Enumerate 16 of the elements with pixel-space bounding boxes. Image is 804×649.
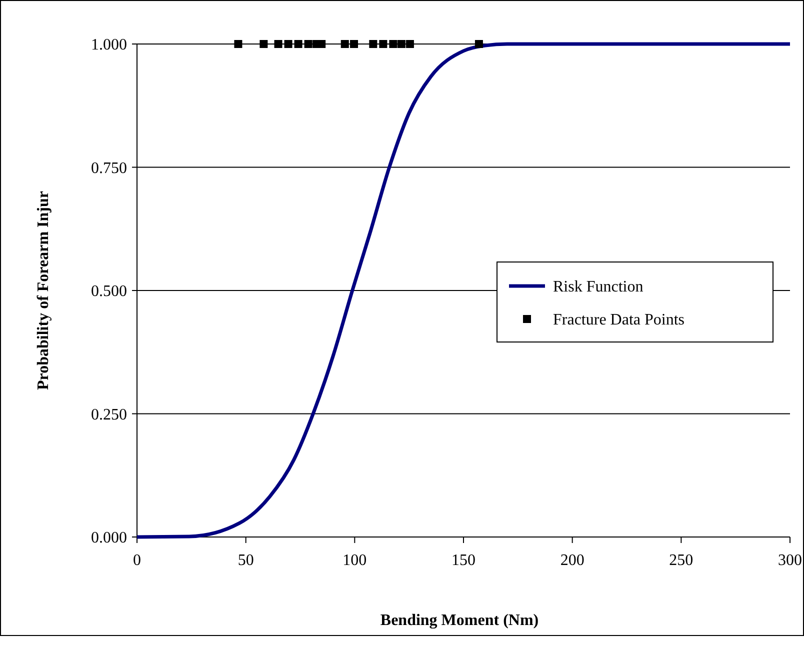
y-tick-label: 0.250	[91, 406, 127, 424]
x-tick-label: 50	[238, 552, 254, 569]
x-tick-label: 0	[133, 552, 141, 569]
y-tick-label: 0.750	[91, 160, 127, 177]
x-tick-label: 100	[342, 552, 367, 569]
x-tick-label: 250	[669, 552, 694, 569]
legend-label: Fracture Data Points	[553, 312, 685, 329]
x-axis-title: Bending Moment (Nm)	[380, 612, 539, 629]
legend-label: Risk Function	[553, 278, 644, 296]
x-tick-label: 200	[560, 552, 584, 569]
y-tick-label: 0.500	[91, 283, 127, 300]
x-tick-label: 150	[452, 552, 476, 569]
x-tick-label: 300	[778, 552, 802, 569]
y-axis-title: Probability of Forearm Injur	[35, 191, 52, 390]
y-tick-label: 1.000	[91, 36, 127, 54]
y-tick-label: 0.000	[91, 530, 127, 547]
